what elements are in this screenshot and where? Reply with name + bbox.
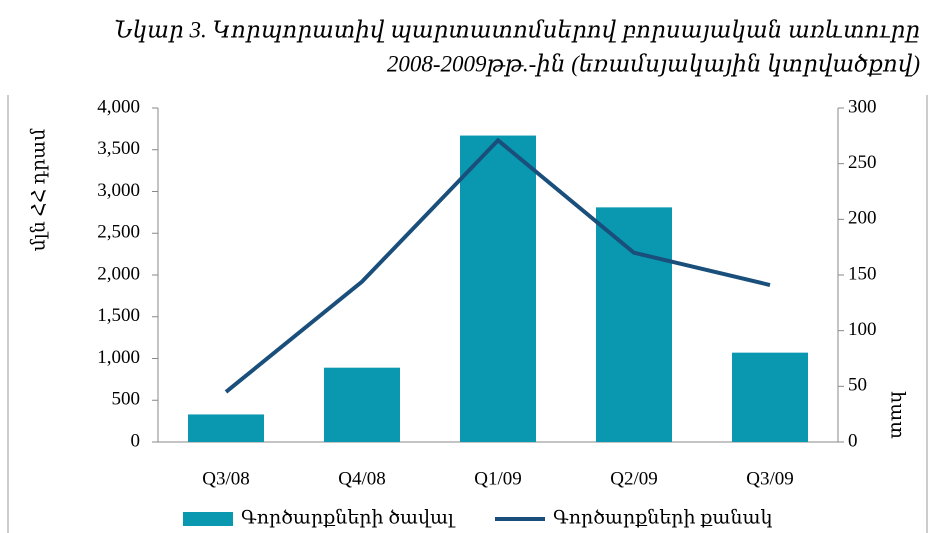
bar (188, 414, 264, 442)
bar (324, 367, 400, 442)
bar (732, 352, 808, 442)
y-tick-label: 2,500 (97, 222, 140, 243)
y-axis-label: մլն ՀՀ դրամ (28, 128, 49, 251)
y2-tick-label: 50 (848, 375, 867, 396)
frame (7, 95, 928, 533)
y2-tick-label: 300 (848, 96, 877, 117)
y-tick-label: 3,500 (97, 138, 140, 159)
y2-tick-label: 0 (848, 430, 858, 451)
x-tick-label: Q4/08 (338, 468, 386, 489)
y-tick-label: 4,000 (97, 96, 140, 117)
bar (460, 135, 536, 442)
chart-title: 2008-2009թթ.-ին (եռամսյակային կտրվածքով) (387, 51, 920, 76)
y2-tick-label: 150 (848, 263, 877, 284)
y-tick-label: 3,000 (97, 180, 140, 201)
y2-tick-label: 250 (848, 152, 877, 173)
y-tick-label: 2,000 (97, 263, 140, 284)
y-tick-label: 500 (112, 389, 141, 410)
x-tick-label: Q3/09 (746, 468, 794, 489)
y2-tick-label: 200 (848, 208, 877, 229)
y2-axis-label: հատ (887, 391, 908, 439)
x-tick-label: Q3/08 (202, 468, 250, 489)
y-tick-label: 0 (131, 430, 141, 451)
bar (596, 207, 672, 442)
legend-swatch (183, 512, 233, 526)
y-tick-label: 1,000 (97, 347, 140, 368)
x-tick-label: Q2/09 (610, 468, 658, 489)
y-tick-label: 1,500 (97, 305, 140, 326)
y2-tick-label: 100 (848, 319, 877, 340)
line (224, 137, 771, 394)
x-tick-label: Q1/09 (474, 468, 522, 489)
legend-label: Գործարքների ծավալ (241, 507, 456, 528)
legend-label: Գործարքների քանակ (553, 507, 773, 528)
chart-title: Նկար 3. Կորպորատիվ պարտատոմսերով բորսայա… (114, 17, 920, 42)
